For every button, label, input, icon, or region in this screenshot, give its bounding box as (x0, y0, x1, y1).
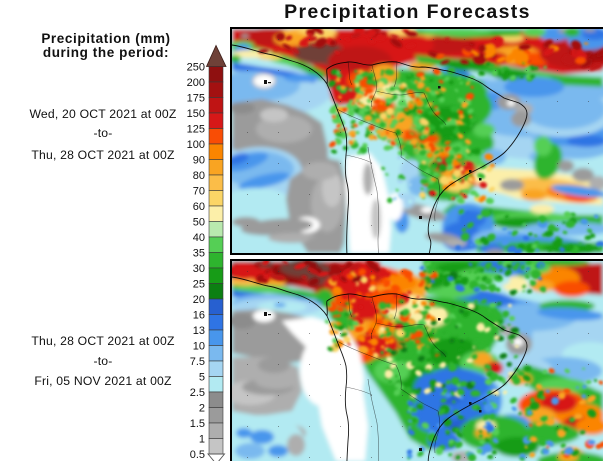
svg-text:175: 175 (187, 92, 205, 104)
svg-text:5: 5 (199, 371, 205, 383)
svg-text:250: 250 (187, 61, 205, 73)
svg-text:25: 25 (193, 278, 205, 290)
svg-text:20: 20 (193, 294, 205, 306)
svg-text:60: 60 (193, 201, 205, 213)
svg-text:70: 70 (193, 185, 205, 197)
svg-text:13: 13 (193, 325, 205, 337)
svg-text:0.5: 0.5 (190, 449, 205, 461)
svg-text:30: 30 (193, 263, 205, 275)
svg-text:80: 80 (193, 170, 205, 182)
svg-text:10: 10 (193, 340, 205, 352)
svg-text:16: 16 (193, 309, 205, 321)
svg-text:40: 40 (193, 232, 205, 244)
svg-text:125: 125 (187, 123, 205, 135)
svg-text:100: 100 (187, 139, 205, 151)
svg-text:200: 200 (187, 77, 205, 89)
svg-text:50: 50 (193, 216, 205, 228)
svg-text:35: 35 (193, 247, 205, 259)
svg-text:2.5: 2.5 (190, 387, 205, 399)
svg-text:2: 2 (199, 402, 205, 414)
svg-text:1.5: 1.5 (190, 418, 205, 430)
svg-text:150: 150 (187, 108, 205, 120)
svg-text:7.5: 7.5 (190, 356, 205, 368)
svg-text:1: 1 (199, 433, 205, 445)
svg-text:90: 90 (193, 154, 205, 166)
